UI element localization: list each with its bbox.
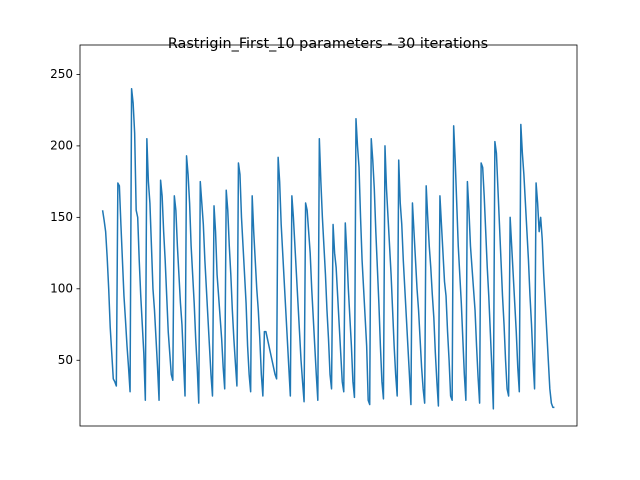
chart-title: Rastrigin_First_10 parameters - 30 itera… xyxy=(168,36,488,52)
y-tick-label: 200 xyxy=(50,138,73,152)
y-tick-label: 100 xyxy=(50,281,73,295)
plot-frame xyxy=(79,44,578,427)
y-tick-label: 150 xyxy=(50,210,73,224)
y-tick-label: 250 xyxy=(50,67,73,81)
y-tick-label: 50 xyxy=(58,353,73,367)
data-line xyxy=(101,87,555,410)
